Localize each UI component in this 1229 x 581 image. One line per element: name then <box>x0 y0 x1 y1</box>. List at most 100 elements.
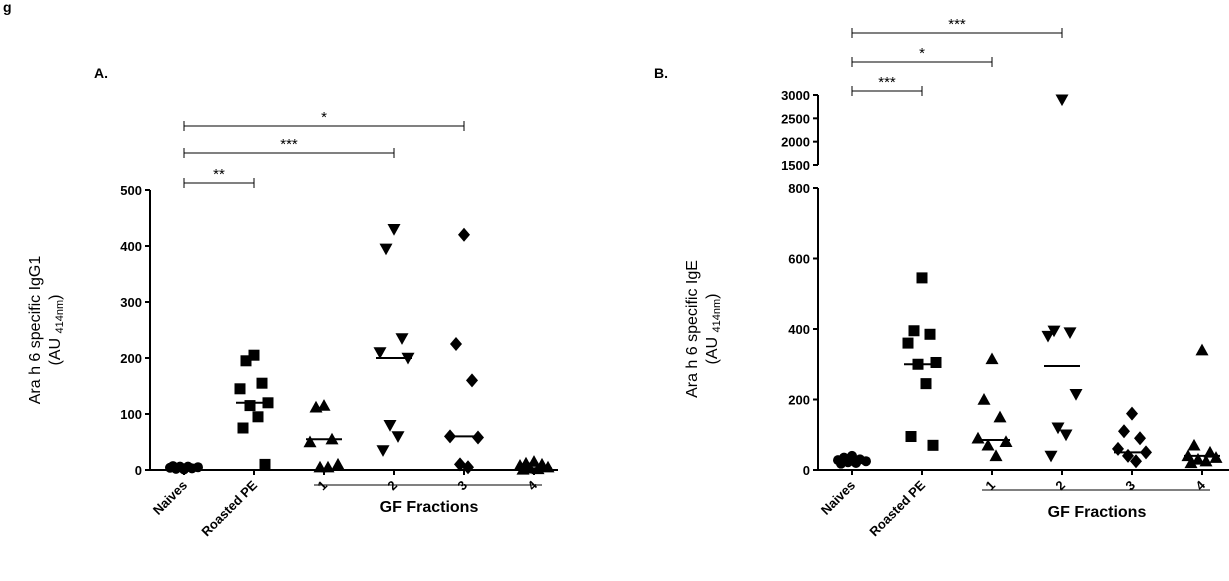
data-point <box>244 400 256 412</box>
y-tick-label: 2500 <box>781 111 810 126</box>
data-point <box>373 347 387 359</box>
y-tick-label: 800 <box>788 181 810 196</box>
data-point <box>1112 441 1124 456</box>
y-axis-label-units: (AU 414nm) <box>704 294 723 365</box>
y-tick-label: 200 <box>788 393 810 408</box>
y-axis-label-units: (AU 414nm) <box>47 295 66 366</box>
y-tick-label: 3000 <box>781 88 810 103</box>
data-point <box>256 377 268 389</box>
data-point <box>920 378 932 390</box>
significance-label: *** <box>948 16 966 33</box>
data-point <box>1130 454 1142 469</box>
data-point <box>1203 445 1217 458</box>
data-point <box>248 349 260 361</box>
data-point <box>1184 456 1198 469</box>
data-point <box>971 431 985 444</box>
data-point <box>1044 450 1058 463</box>
data-point <box>379 243 393 256</box>
y-tick-label: 500 <box>120 183 142 198</box>
panel-b-label: B. <box>654 65 668 81</box>
y-tick-label: 2000 <box>781 135 810 150</box>
x-tick-label: 2 <box>1052 478 1068 494</box>
data-point <box>1041 330 1055 343</box>
data-point <box>1187 438 1201 451</box>
data-point <box>240 355 252 367</box>
group-label: GF Fractions <box>380 499 479 516</box>
data-point <box>168 461 178 472</box>
data-point <box>237 422 249 434</box>
chart-panel-b: 0 200 400 600 800 1500 2000 2500 3000 Ara h 6 spe… <box>684 16 1229 539</box>
data-point <box>905 431 917 443</box>
x-tick-label: 3 <box>1122 478 1138 494</box>
data-point <box>1199 454 1213 467</box>
data-point <box>466 373 478 388</box>
data-point <box>1063 327 1077 340</box>
data-point <box>450 337 462 351</box>
significance-label: ** <box>213 166 225 183</box>
y-tick-label: 100 <box>120 407 142 422</box>
y-tick-label: 300 <box>120 295 142 310</box>
data-point <box>902 337 914 349</box>
data-point <box>1069 389 1083 401</box>
chart-panel-a: 0 100 200 300 400 500 Ara h 6 specific IgG1 (AU… <box>27 109 558 539</box>
data-point <box>993 410 1007 423</box>
data-point <box>376 445 390 457</box>
data-point <box>331 457 345 470</box>
significance-label: * <box>919 45 925 62</box>
data-point <box>1126 406 1138 421</box>
y-tick-label: 200 <box>120 351 142 366</box>
y-tick-label: 600 <box>788 252 810 267</box>
data-point <box>1055 94 1069 107</box>
data-point <box>989 449 1003 462</box>
significance-label: *** <box>878 74 896 91</box>
x-tick-label: Roasted PE <box>198 477 260 539</box>
panel-a-label: A. <box>94 65 108 81</box>
data-point <box>234 383 246 395</box>
data-point <box>836 458 846 469</box>
data-point <box>317 399 331 411</box>
y-axis-label: Ara h 6 specific IgE <box>684 260 701 398</box>
data-point <box>1209 451 1223 463</box>
data-point <box>1051 422 1065 435</box>
y-axis-label: Ara h 6 specific IgG1 <box>27 256 44 405</box>
group-label: GF Fractions <box>1048 504 1147 521</box>
data-point <box>303 435 317 448</box>
data-point <box>259 458 271 470</box>
data-point <box>1118 424 1130 439</box>
data-point <box>924 328 936 340</box>
x-tick-label: 1 <box>982 478 998 494</box>
y-tick-label: 1500 <box>781 158 810 173</box>
data-point <box>395 333 409 345</box>
data-point <box>541 460 555 473</box>
data-point <box>391 431 405 443</box>
data-point <box>458 227 470 242</box>
y-tick-label: 0 <box>803 463 810 478</box>
data-point <box>1059 429 1073 442</box>
x-tick-label: 4 <box>1192 477 1208 493</box>
y-tick-label: 400 <box>788 322 810 337</box>
data-point <box>252 411 264 423</box>
data-point <box>927 439 939 451</box>
data-point <box>930 356 942 368</box>
data-point <box>985 352 999 365</box>
data-point <box>851 457 861 468</box>
x-tick-label: Naives <box>818 478 858 518</box>
significance-label: * <box>321 109 327 126</box>
data-point <box>977 393 991 405</box>
y-tick-label: 400 <box>120 239 142 254</box>
data-point <box>908 325 920 337</box>
data-point <box>999 435 1013 447</box>
data-point <box>472 430 484 445</box>
data-point <box>1134 431 1146 446</box>
x-tick-label: Roasted PE <box>866 477 928 539</box>
data-point <box>309 400 323 413</box>
y-tick-label: 0 <box>135 463 142 478</box>
data-point <box>1191 452 1205 465</box>
data-point <box>1195 343 1209 356</box>
data-point <box>462 460 474 475</box>
data-point <box>383 420 397 432</box>
significance-label: *** <box>280 136 298 153</box>
data-point <box>321 460 335 473</box>
data-point <box>981 438 995 451</box>
